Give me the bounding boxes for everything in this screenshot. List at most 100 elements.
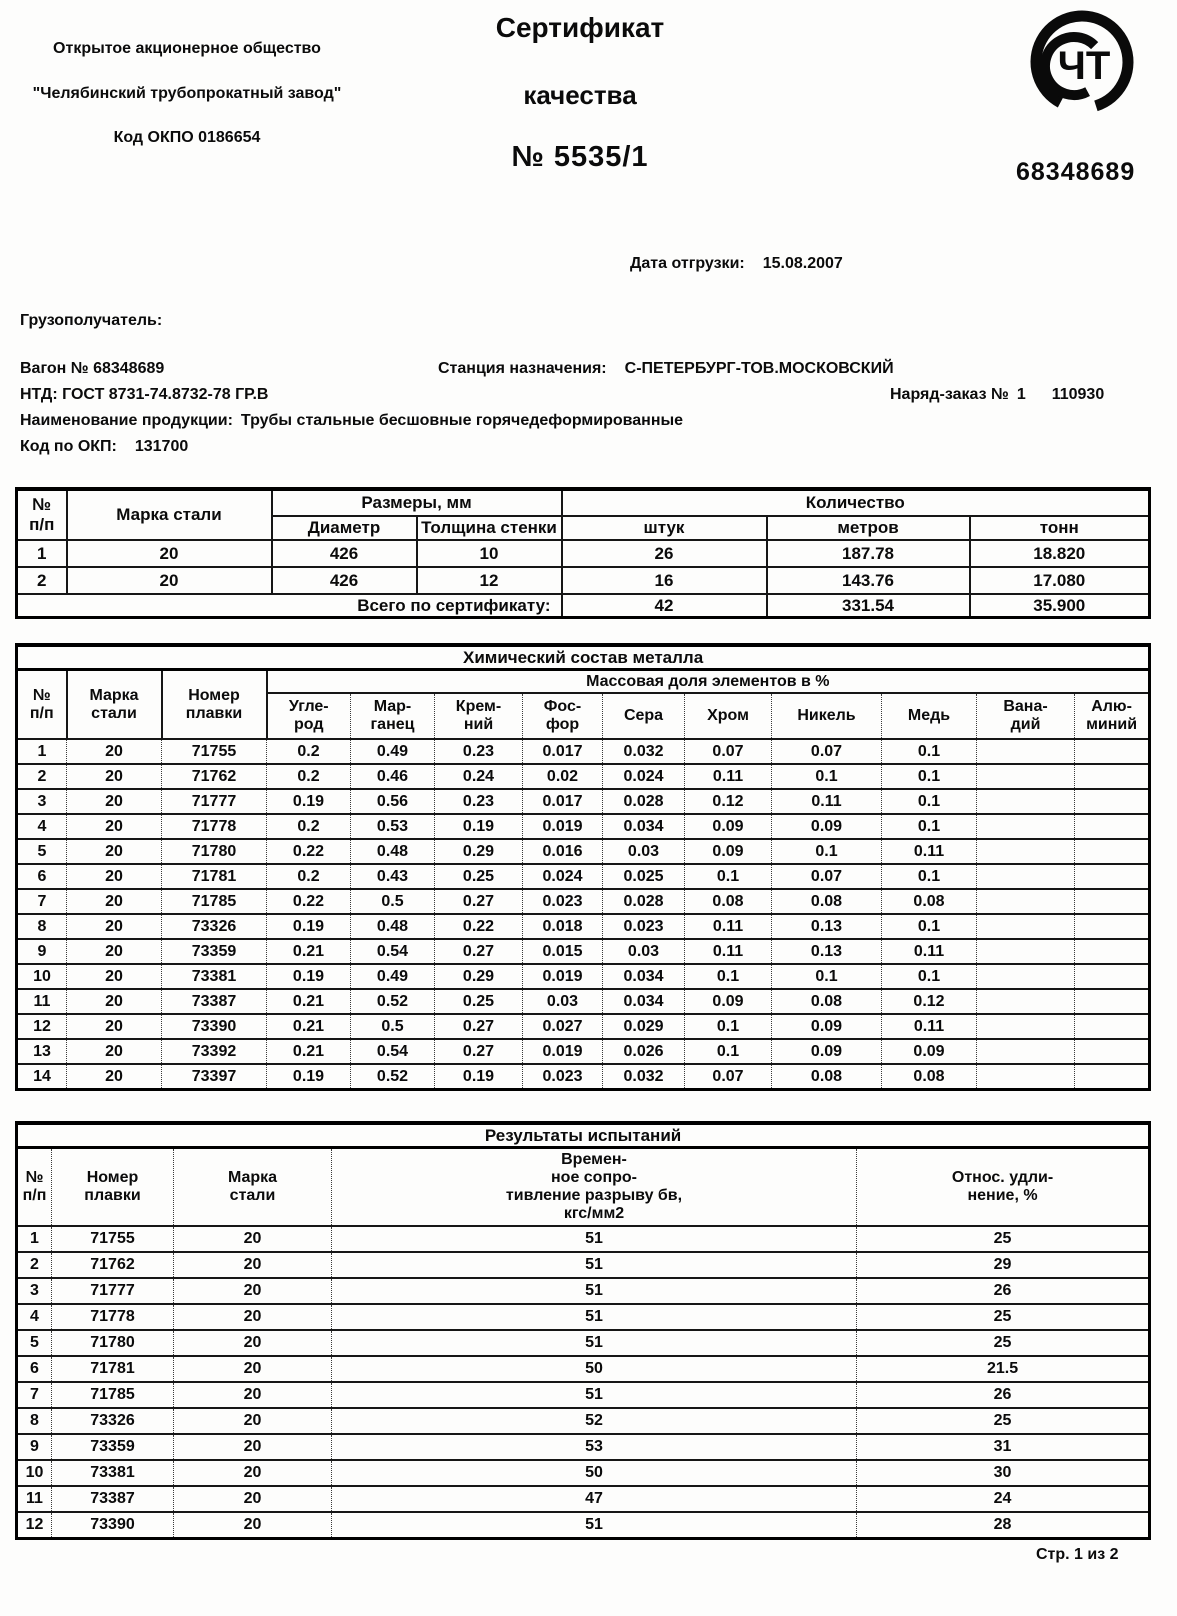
ship-date-line: Дата отгрузки: 15.08.2007 [630, 255, 843, 273]
cell-elongation: 25 [855, 1407, 1151, 1435]
col-sizes-header: Размеры, мм [270, 488, 563, 517]
cell-tensile-strength: 51 [331, 1511, 857, 1540]
cell-aluminium [1073, 763, 1151, 790]
cell-tensile-strength: 53 [331, 1433, 857, 1461]
col-strength-header: Времен- ное сопро- тивление разрыву бв, … [331, 1146, 857, 1227]
order-line: Наряд-заказ № 1 110930 [890, 386, 1104, 404]
cell-phosphorus: 0.024 [522, 863, 603, 890]
cell-no: 12 [16, 1511, 52, 1540]
cell-vanadium [976, 913, 1075, 940]
cell-copper: 0.1 [881, 863, 977, 890]
cell-heat-number: 73390 [161, 1013, 267, 1040]
cell-vanadium [976, 788, 1075, 815]
cell-manganese: 0.54 [350, 1038, 435, 1065]
sizes-table-body: 1 20 426 10 26 187.78 18.820 2 20 426 12 [15, 539, 1151, 595]
chem-header-row1: № п/п Марка стали Номер плавки Массовая … [15, 668, 1151, 740]
cell-aluminium [1073, 838, 1151, 865]
test-row: 4 71778 20 51 25 [16, 1303, 1151, 1331]
cell-manganese: 0.48 [350, 838, 435, 865]
cell-sulfur: 0.034 [602, 813, 685, 840]
cell-heat-number: 73359 [161, 938, 267, 965]
cell-sulfur: 0.034 [602, 963, 685, 990]
chem-table-wrap: Химический состав металла № п/п Марка ст… [15, 643, 1152, 1091]
cell-heat-number: 71780 [51, 1329, 174, 1357]
cell-aluminium [1073, 813, 1151, 840]
cell-aluminium [1073, 1038, 1151, 1065]
cell-vanadium [976, 763, 1075, 790]
cell-steel-grade: 20 [66, 813, 162, 840]
cell-steel-grade: 20 [65, 539, 273, 568]
cell-elongation: 25 [855, 1303, 1151, 1331]
col-chromium-header: Хром [684, 692, 772, 740]
cell-silicon: 0.25 [434, 988, 523, 1015]
total-meters: 331.54 [765, 593, 971, 619]
cell-chromium: 0.11 [684, 763, 772, 790]
col-no-header: № п/п [15, 488, 68, 541]
cell-phosphorus: 0.03 [522, 988, 603, 1015]
cell-copper: 0.1 [881, 813, 977, 840]
cell-chromium: 0.1 [684, 1013, 772, 1040]
cell-chromium: 0.12 [684, 788, 772, 815]
cell-heat-number: 71777 [161, 788, 267, 815]
total-label: Всего по сертификату: [15, 593, 563, 619]
cell-aluminium [1073, 988, 1151, 1015]
chem-row: 12 20 73390 0.21 0.5 0.27 0.027 0.029 0.… [16, 1013, 1151, 1040]
cell-steel-grade: 20 [66, 788, 162, 815]
product-line: Наименование продукции: Трубы стальные бе… [20, 412, 683, 430]
col-wall-header: Толщина стенки [415, 515, 563, 541]
cell-vanadium [976, 1013, 1075, 1040]
cell-vanadium [976, 1063, 1075, 1091]
col-heat-header: Номер плавки [160, 668, 268, 740]
sizes-row: 1 20 426 10 26 187.78 18.820 [15, 539, 1151, 568]
cell-steel-grade: 20 [66, 738, 162, 765]
chem-row: 5 20 71780 0.22 0.48 0.29 0.016 0.03 0.0… [16, 838, 1151, 865]
cell-phosphorus: 0.023 [522, 888, 603, 915]
col-no-header: № п/п [16, 1146, 52, 1227]
col-carbon-header: Угле- род [266, 692, 351, 740]
cell-elongation: 28 [855, 1511, 1151, 1540]
product-label: Наименование продукции: [20, 412, 233, 429]
chem-header-row2: Угле- род Мар- ганец Крем- ний Фос- фор … [17, 692, 1151, 740]
cell-steel-grade: 20 [66, 863, 162, 890]
cell-no: 4 [16, 1303, 52, 1331]
cell-tons: 17.080 [968, 566, 1151, 595]
order-label: Наряд-заказ № [890, 386, 1009, 403]
cell-elongation: 29 [855, 1251, 1151, 1279]
cell-silicon: 0.29 [434, 963, 523, 990]
cell-carbon: 0.2 [266, 763, 351, 790]
cell-no: 7 [16, 888, 67, 915]
cell-vanadium [976, 738, 1075, 765]
cell-diameter: 426 [270, 539, 418, 568]
ntd-line: НТД: ГОСТ 8731-74.8732-78 ГР.В [20, 386, 269, 403]
cell-no: 1 [15, 539, 68, 568]
cell-manganese: 0.5 [350, 888, 435, 915]
cell-steel-grade: 20 [66, 1063, 162, 1091]
cell-manganese: 0.52 [350, 988, 435, 1015]
test-table-title: Результаты испытаний [15, 1122, 1151, 1149]
cell-chromium: 0.09 [684, 988, 772, 1015]
consignee-label: Грузополучатель: [20, 312, 163, 329]
cell-steel-grade: 20 [66, 888, 162, 915]
cell-steel-grade: 20 [66, 763, 162, 790]
cell-nickel: 0.08 [771, 1063, 882, 1091]
cell-nickel: 0.07 [771, 738, 882, 765]
cell-phosphorus: 0.027 [522, 1013, 603, 1040]
cell-tons: 18.820 [968, 539, 1151, 568]
cell-no: 10 [16, 963, 67, 990]
wagon-number: Вагон № 68348689 [20, 360, 165, 377]
cell-sulfur: 0.028 [602, 888, 685, 915]
cell-nickel: 0.1 [771, 838, 882, 865]
cell-elongation: 21.5 [855, 1355, 1151, 1383]
col-aluminium-header: Алю- миний [1073, 692, 1151, 740]
cell-no: 10 [16, 1459, 52, 1487]
cell-heat-number: 71781 [51, 1355, 174, 1383]
cell-no: 2 [15, 566, 68, 595]
test-row: 12 73390 20 51 28 [16, 1511, 1151, 1540]
cell-carbon: 0.19 [266, 1063, 351, 1091]
cell-heat-number: 71778 [51, 1303, 174, 1331]
cell-no: 3 [16, 1277, 52, 1305]
cell-sulfur: 0.03 [602, 838, 685, 865]
test-table: Результаты испытаний № п/п Номер плавки … [15, 1121, 1152, 1540]
cell-aluminium [1073, 863, 1151, 890]
